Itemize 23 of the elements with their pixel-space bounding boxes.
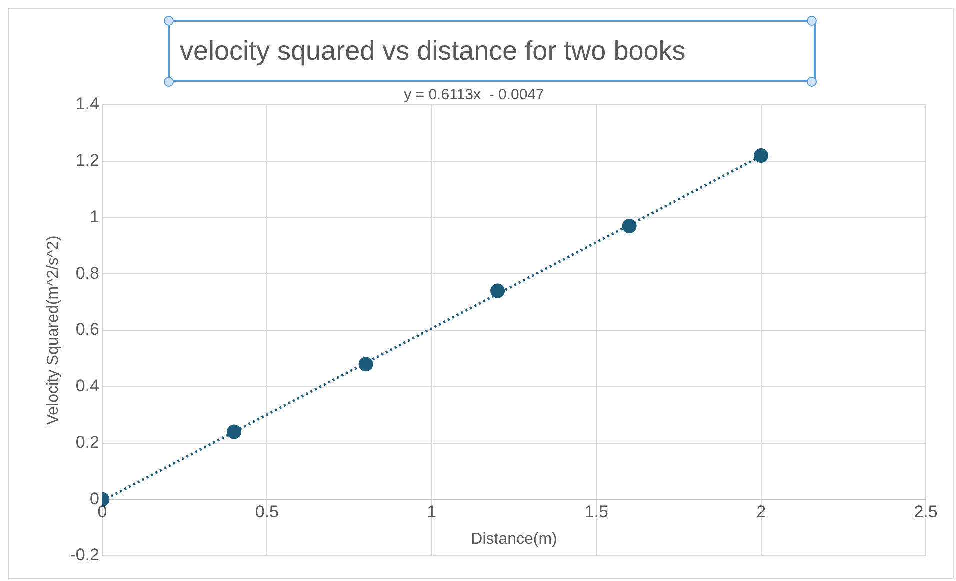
x-tick-label: 1.5 xyxy=(584,502,608,522)
y-tick-label: 0.8 xyxy=(76,264,100,283)
point xyxy=(490,284,506,298)
point xyxy=(622,218,637,234)
point xyxy=(227,424,242,440)
y-tick-label: 0.4 xyxy=(76,376,100,396)
y-tick-label: 0.2 xyxy=(76,432,100,452)
y-tick-label: 0.6 xyxy=(76,320,100,340)
chart-title: velocity squared vs distance for two books xyxy=(168,20,816,82)
y-tick-label: 0 xyxy=(90,489,100,508)
x-tick-label: 2.5 xyxy=(914,502,938,522)
y-tick-label: 1.2 xyxy=(76,151,100,170)
x-tick-label: 1 xyxy=(427,502,437,522)
x-tick-label: 2 xyxy=(756,502,766,522)
x-axis-title: Distance(m) xyxy=(471,531,558,548)
point xyxy=(754,148,769,163)
x-tick-label: 0.5 xyxy=(255,502,280,522)
y-tick-label: -0.2 xyxy=(70,546,100,565)
y-axis-title: Velocity Squared(m^2/s^2) xyxy=(45,236,62,426)
y-tick-label: 1.4 xyxy=(76,94,100,114)
y-tick-label: 1 xyxy=(90,207,100,226)
point xyxy=(358,357,374,372)
text: y = 0.6113x - 0.0047 xyxy=(404,86,544,104)
